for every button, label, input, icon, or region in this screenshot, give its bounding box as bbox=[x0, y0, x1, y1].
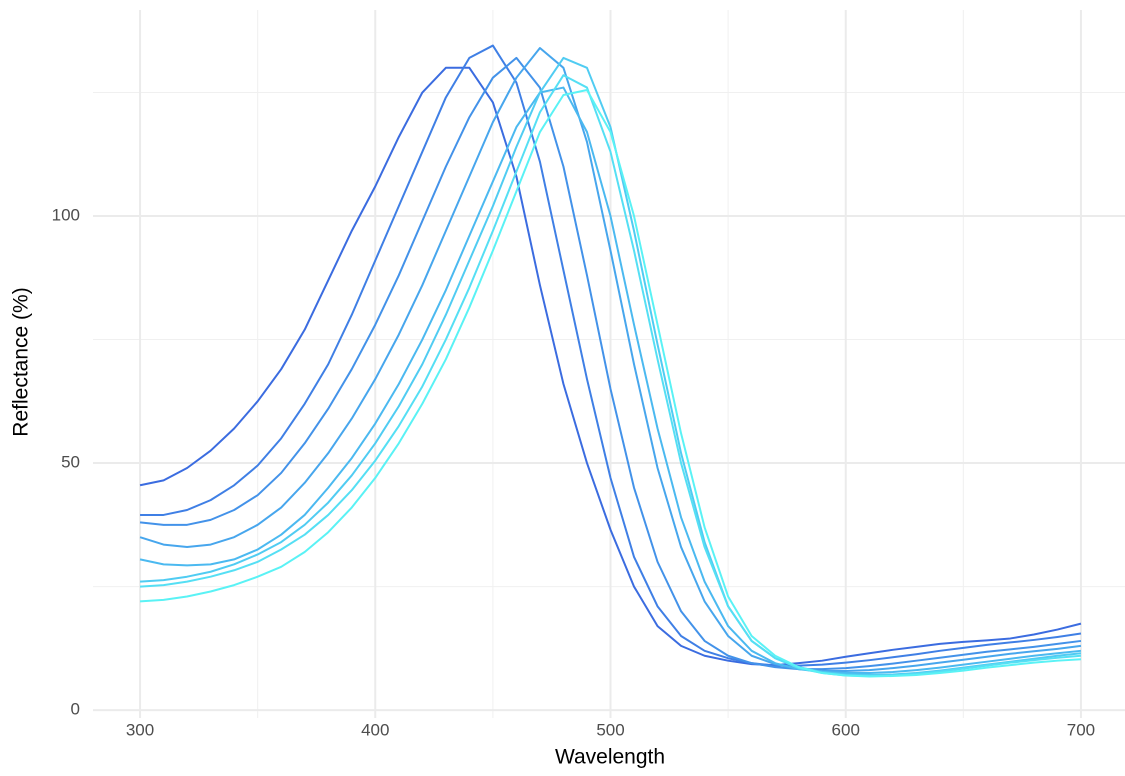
y-tick-label: 50 bbox=[61, 453, 80, 472]
x-tick-label: 400 bbox=[361, 720, 389, 739]
line bbox=[139, 89, 1082, 678]
y-axis-title: Reflectance (%) bbox=[10, 287, 33, 436]
y-tick-label: 100 bbox=[52, 206, 80, 225]
x-tick-label: 700 bbox=[1067, 720, 1095, 739]
line bbox=[139, 47, 1082, 673]
x-tick-label: 500 bbox=[596, 720, 624, 739]
line bbox=[139, 74, 1082, 677]
x-tick-label: 300 bbox=[126, 720, 154, 739]
y-tick-label: 0 bbox=[71, 700, 80, 719]
line bbox=[139, 66, 1082, 667]
line bbox=[139, 56, 1082, 671]
x-tick-label: 600 bbox=[832, 720, 860, 739]
line bbox=[140, 44, 1082, 667]
line bbox=[139, 86, 1082, 675]
x-axis-title: Wavelength bbox=[555, 746, 665, 769]
